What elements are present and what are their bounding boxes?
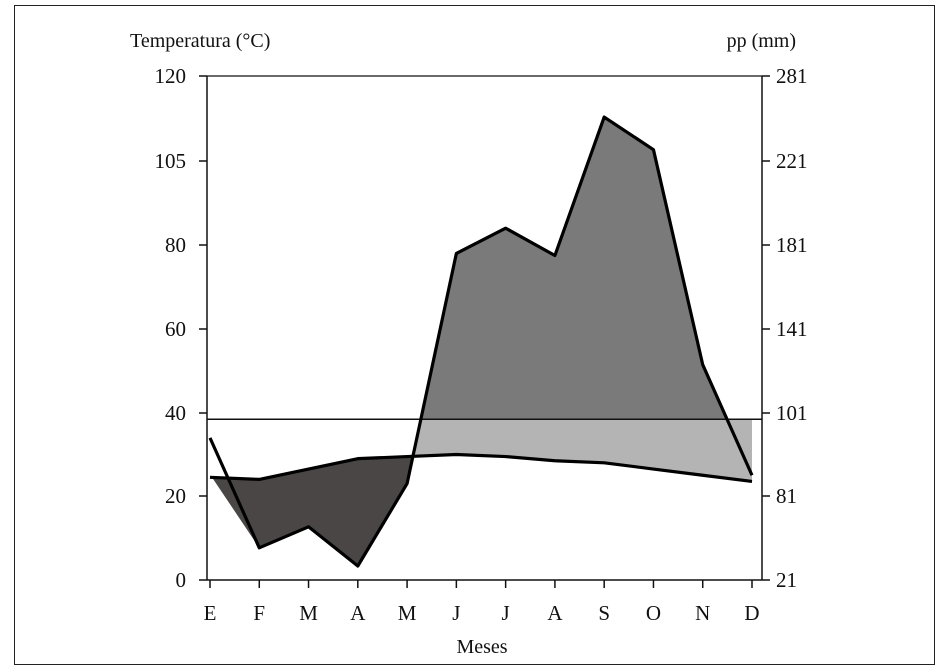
y-left-tick-label: 60: [165, 317, 186, 341]
y-right-tick-label: 181: [776, 233, 808, 257]
transition-band-area: [413, 419, 752, 482]
y-left-tick-label: 80: [165, 233, 186, 257]
x-axis-title: Meses: [456, 636, 507, 658]
y-left-tick-label: 0: [176, 568, 187, 592]
x-tick-label: M: [398, 601, 417, 625]
y-axis-right-title: pp (mm): [727, 30, 796, 52]
x-tick-label: S: [598, 601, 610, 625]
x-tick-label: A: [547, 601, 563, 625]
x-tick-label: O: [646, 601, 661, 625]
y-right-tick-label: 221: [776, 149, 808, 173]
y-left-tick-label: 120: [155, 64, 187, 88]
x-tick-label: J: [452, 601, 460, 625]
y-right-tick-label: 21: [776, 568, 797, 592]
y-axis-left-title: Temperatura (°C): [130, 30, 270, 52]
humid-period-area: [420, 117, 728, 420]
x-tick-label: A: [350, 601, 366, 625]
precipitation-line: [208, 115, 754, 568]
y-right-tick-label: 141: [776, 317, 808, 341]
arid-period-area: [212, 456, 414, 566]
y-left-tick-label: 105: [155, 149, 187, 173]
x-tick-label: D: [744, 601, 759, 625]
x-tick-label: F: [253, 601, 265, 625]
x-tick-label: N: [695, 601, 710, 625]
x-tick-label: E: [204, 601, 217, 625]
x-tick-label: M: [299, 601, 318, 625]
y-left-tick-label: 20: [165, 484, 186, 508]
y-right-tick-label: 81: [776, 484, 797, 508]
x-tick-label: J: [502, 601, 510, 625]
y-right-tick-label: 101: [776, 401, 808, 425]
y-right-tick-label: 281: [776, 64, 808, 88]
temperature-line: [209, 452, 753, 484]
y-left-tick-label: 40: [165, 401, 186, 425]
